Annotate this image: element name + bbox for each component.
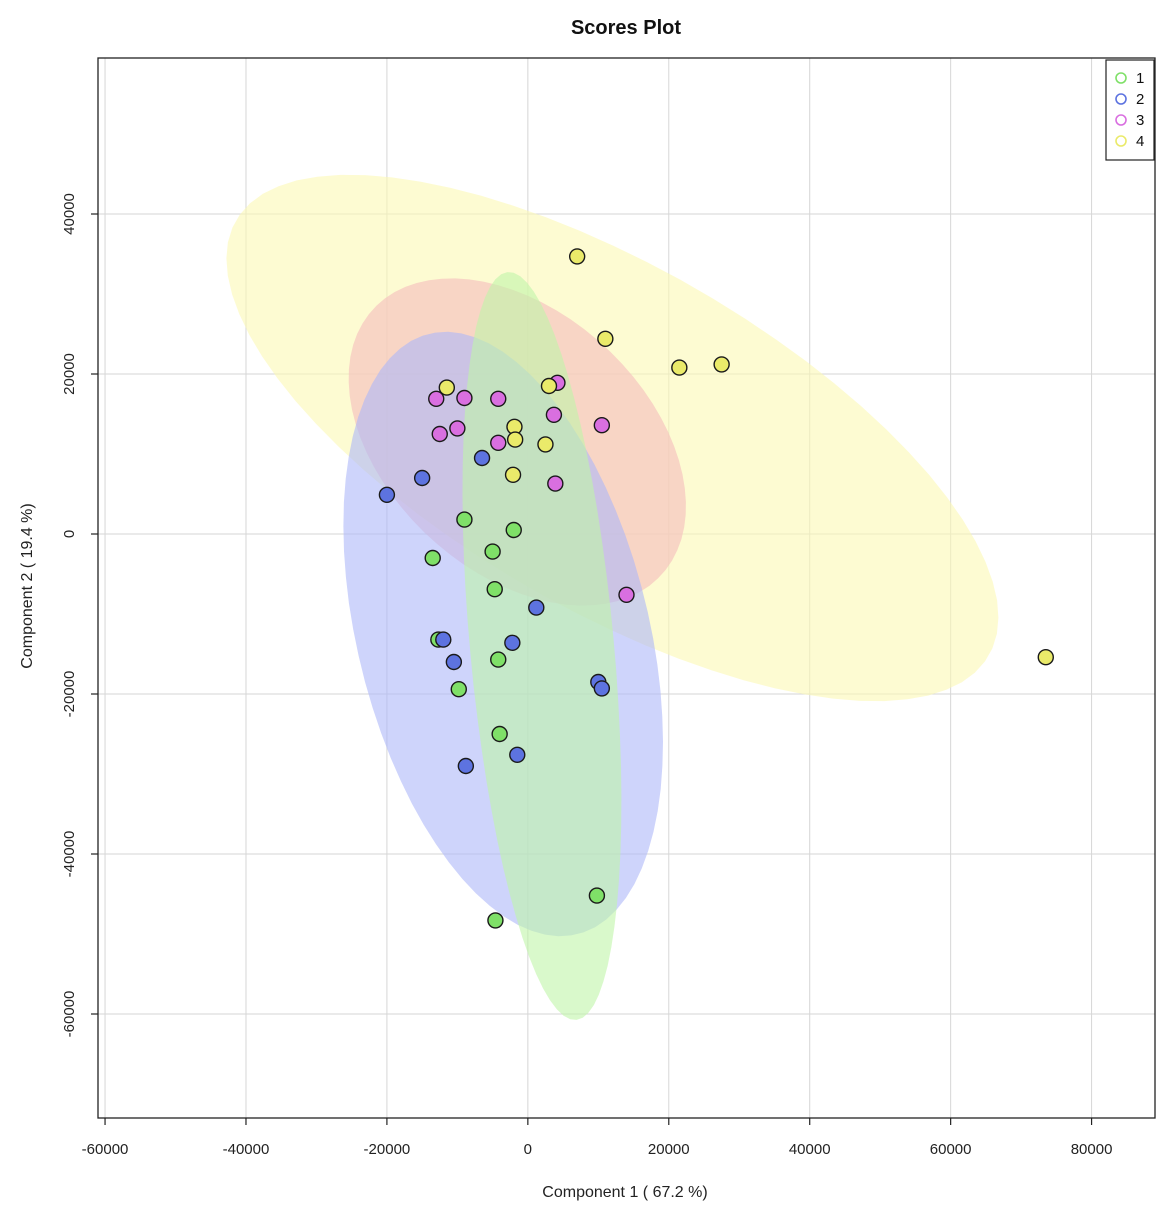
point-group-1 [450, 681, 467, 698]
point-group-2 [435, 631, 452, 648]
point-group-1 [486, 581, 503, 598]
confidence-ellipses [226, 174, 999, 1020]
point-group-3 [449, 420, 466, 437]
legend-marker-3 [1115, 114, 1127, 126]
point-group-1 [491, 725, 508, 743]
point-group-2 [528, 599, 545, 616]
point-group-2 [378, 486, 396, 503]
legend-marker-4 [1115, 135, 1127, 147]
point-group-1 [424, 549, 441, 567]
point-group-1 [487, 912, 504, 929]
y-tick-label: 20000 [61, 353, 78, 395]
legend-box [1105, 59, 1155, 161]
legend-marker-1 [1115, 72, 1127, 84]
point-group-3 [490, 434, 507, 451]
point-group-2 [457, 757, 475, 775]
point-group-3 [490, 390, 507, 407]
y-axis: -60000 -40000 -20000 0 20000 40000 [61, 193, 98, 1037]
legend-label-2: 2 [1136, 91, 1144, 108]
point-group-3 [545, 406, 563, 423]
y-axis-label: Component 2 ( 19.4 %) [19, 503, 36, 668]
point-group-4 [504, 466, 522, 483]
x-axis-label: Component 1 ( 67.2 %) [542, 1184, 707, 1201]
x-tick-label: 0 [524, 1141, 532, 1158]
point-group-4 [1037, 649, 1054, 666]
x-tick-label: 40000 [789, 1141, 831, 1158]
point-group-3 [593, 417, 611, 434]
point-group-4 [713, 356, 730, 373]
y-tick-label: -60000 [61, 991, 78, 1038]
point-group-2 [593, 680, 611, 697]
point-group-4 [671, 359, 688, 376]
point-group-1 [484, 543, 501, 560]
x-axis: -60000 -40000 -20000 0 20000 40000 60000 80000 [82, 1118, 1113, 1158]
point-group-4 [540, 377, 558, 395]
x-tick-label: -40000 [223, 1141, 270, 1158]
point-group-1 [505, 521, 522, 539]
point-group-1 [588, 887, 606, 904]
point-group-4 [438, 379, 456, 396]
y-tick-label: 40000 [61, 193, 78, 235]
y-tick-label: -40000 [61, 831, 78, 878]
legend-label-4: 4 [1136, 133, 1144, 150]
legend-label-1: 1 [1136, 70, 1144, 87]
chart-title: Scores Plot [571, 17, 681, 39]
y-tick-label: 0 [61, 530, 78, 538]
point-group-3 [618, 586, 635, 603]
point-group-2 [413, 469, 431, 487]
x-tick-label: -60000 [82, 1141, 129, 1158]
point-group-4 [537, 436, 554, 453]
point-group-3 [428, 390, 445, 407]
ellipse-group-1 [462, 272, 622, 1020]
x-tick-label: 80000 [1071, 1141, 1113, 1158]
point-group-2 [445, 653, 463, 671]
point-group-4 [568, 248, 586, 265]
point-group-3 [547, 475, 564, 492]
point-group-2 [473, 449, 491, 467]
x-tick-label: 20000 [648, 1141, 690, 1158]
point-group-2 [504, 634, 521, 651]
point-group-2 [509, 746, 526, 763]
point-group-1 [456, 511, 473, 528]
legend-label-3: 3 [1136, 112, 1144, 129]
x-tick-label: -20000 [364, 1141, 411, 1158]
point-group-4 [506, 431, 524, 448]
legend-marker-2 [1115, 93, 1127, 105]
point-group-3 [431, 425, 448, 443]
score-points [378, 248, 1054, 929]
legend: 1 2 3 4 [1105, 59, 1155, 161]
point-group-4 [597, 330, 614, 347]
point-group-3 [456, 389, 473, 407]
x-tick-label: 60000 [930, 1141, 972, 1158]
plot-frame [97, 57, 1156, 1119]
point-group-1 [490, 651, 507, 668]
y-tick-label: -20000 [61, 671, 78, 718]
